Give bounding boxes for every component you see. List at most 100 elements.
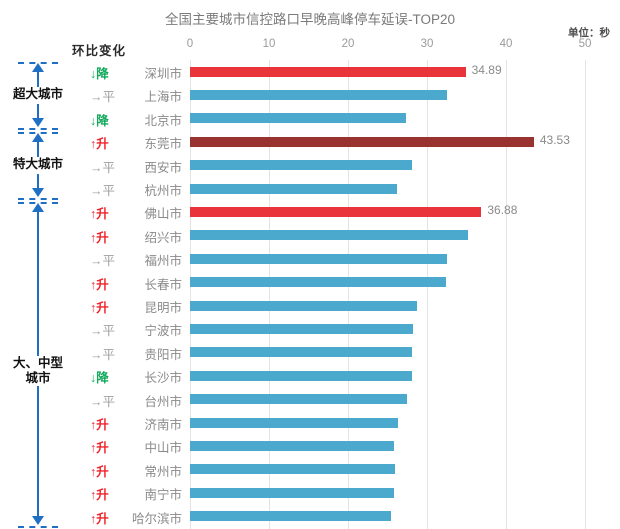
bar (190, 206, 482, 217)
bar (190, 464, 395, 475)
x-tick-10: 10 (262, 38, 276, 50)
table-row: ↑升 南宁市 (0, 481, 620, 504)
city-label: 昆明市 (144, 301, 182, 315)
table-row: →平 杭州市 (0, 177, 620, 200)
trend-indicator-down: ↓降 (90, 371, 109, 386)
x-tick-50: 50 (578, 38, 592, 50)
bar (190, 347, 412, 358)
bar (190, 160, 412, 171)
column-header-trend: 环比变化 (72, 44, 127, 58)
table-row: ↑升 佛山市 36.88 (0, 200, 620, 223)
bar (190, 277, 446, 288)
city-label: 长沙市 (144, 371, 182, 386)
city-label: 中山市 (144, 441, 182, 456)
city-label: 贵阳市 (144, 347, 182, 362)
bar-value-label: 34.89 (471, 63, 502, 77)
table-row: →平 宁波市 (0, 317, 620, 340)
trend-indicator-up: ↑升 (90, 418, 109, 432)
bar (190, 394, 408, 405)
gridline-20 (348, 60, 349, 529)
bar (190, 113, 406, 124)
city-label: 杭州市 (144, 184, 182, 198)
table-row: ↑升 中山市 (0, 434, 620, 457)
bar (190, 323, 413, 334)
table-row: ↑升 长春市 (0, 271, 620, 294)
bar (190, 300, 417, 311)
x-tick-0: 0 (186, 38, 194, 50)
bracket-arrow-up-icon (31, 203, 44, 213)
group-label: 特大城市 (0, 156, 76, 172)
table-row: ↓降 长沙市 (0, 364, 620, 387)
table-row: ↑升 济南市 (0, 411, 620, 434)
trend-indicator-flat: →平 (90, 394, 116, 409)
trend-indicator-up: ↑升 (90, 464, 109, 479)
group-boundary-dash (18, 128, 58, 131)
bracket-shaft (37, 173, 39, 190)
city-label: 福州市 (144, 254, 182, 269)
x-tick-40: 40 (499, 38, 513, 50)
gridline-50 (585, 60, 586, 529)
group-label-line: 大、中型 (12, 355, 63, 370)
city-label: 台州市 (144, 394, 182, 409)
trend-indicator-flat: →平 (90, 160, 116, 175)
city-label: 长春市 (144, 277, 182, 292)
trend-indicator-flat: →平 (90, 254, 116, 269)
city-label: 宁波市 (144, 324, 182, 339)
trend-indicator-up: ↑升 (90, 277, 109, 292)
bar (190, 370, 412, 381)
bracket-arrow-up-icon (31, 133, 44, 143)
trend-indicator-flat: →平 (90, 184, 116, 198)
trend-indicator-flat: →平 (90, 90, 116, 105)
bar (190, 89, 447, 100)
trend-indicator-up: ↑升 (90, 301, 109, 315)
table-row: ↑升 绍兴市 (0, 224, 620, 247)
city-label: 济南市 (144, 418, 182, 432)
bar (190, 183, 397, 194)
trend-indicator-down: ↓降 (90, 67, 109, 81)
bracket-arrow-down-icon (31, 118, 44, 128)
table-row: ↑升 常州市 (0, 458, 620, 481)
trend-indicator-up: ↑升 (90, 511, 109, 526)
gridline-0 (190, 60, 191, 529)
city-label: 绍兴市 (144, 230, 182, 245)
table-row: →平 西安市 (0, 154, 620, 177)
gridline-40 (506, 60, 507, 529)
trend-indicator-up: ↑升 (90, 137, 109, 152)
table-row: ↓降 北京市 (0, 107, 620, 130)
bracket-shaft (37, 211, 39, 356)
table-row: →平 贵阳市 (0, 341, 620, 364)
city-label: 北京市 (144, 113, 182, 128)
group-label: 超大城市 (0, 86, 76, 102)
bar (190, 253, 447, 264)
bar (190, 66, 466, 77)
bracket-arrow-down-icon (31, 516, 44, 525)
trend-indicator-flat: →平 (90, 324, 116, 339)
city-label: 西安市 (144, 160, 182, 175)
city-label: 上海市 (144, 90, 182, 105)
city-label: 佛山市 (144, 207, 182, 222)
trend-indicator-up: ↑升 (90, 207, 109, 222)
bracket-arrow-down-icon (31, 188, 44, 198)
bar (190, 136, 534, 147)
bar-value-label: 43.53 (539, 133, 570, 148)
trend-indicator-up: ↑升 (90, 441, 109, 456)
group-label: 大、中型 城市 (0, 355, 76, 386)
table-row: →平 台州市 (0, 388, 620, 411)
bar-value-label: 36.88 (487, 203, 518, 218)
table-row: →平 上海市 (0, 83, 620, 106)
trend-indicator-up: ↑升 (90, 488, 109, 503)
city-label: 哈尔滨市 (131, 511, 182, 526)
bar (190, 230, 469, 241)
table-row: →平 福州市 (0, 247, 620, 270)
gridline-30 (427, 60, 428, 529)
bar (190, 511, 391, 522)
group-boundary-dash (18, 526, 58, 528)
group-brackets: 超大城市特大城市大、中型 城市 (0, 0, 90, 529)
group-boundary-dash (18, 198, 58, 201)
gridline-10 (269, 60, 270, 529)
city-label: 东莞市 (144, 137, 182, 152)
trend-indicator-up: ↑升 (90, 230, 109, 245)
group-label-line: 城市 (25, 370, 51, 385)
unit-label: 单位：秒 (568, 27, 610, 39)
